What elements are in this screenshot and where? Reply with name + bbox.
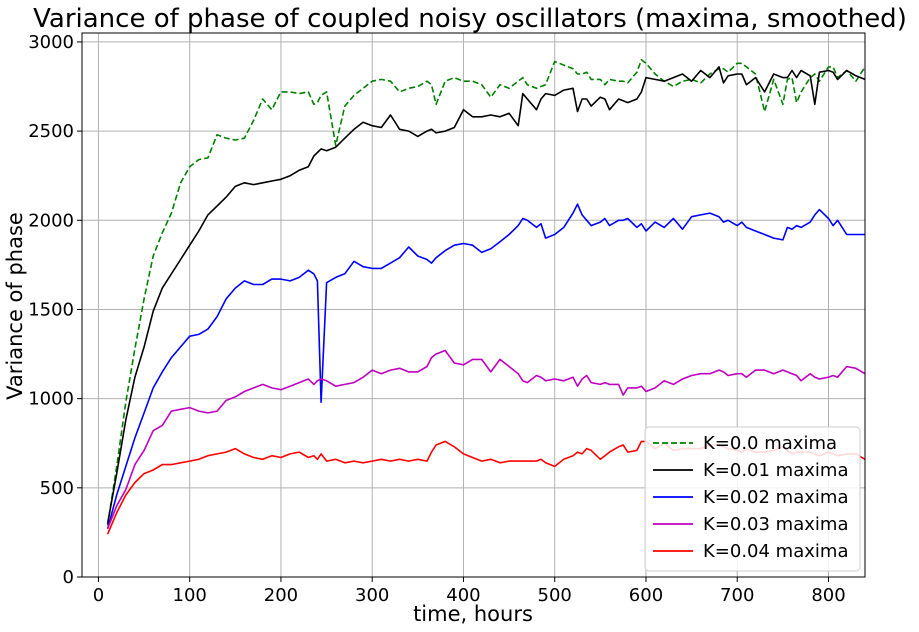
legend-entry: K=0.01 maxima xyxy=(703,460,848,481)
legend-box xyxy=(644,426,861,572)
legend: K=0.0 maxima K=0.01 maxima K=0.02 maxima K=… xyxy=(644,426,861,572)
legend-entry: K=0.02 maxima xyxy=(703,487,848,508)
y-tick-label: 0 xyxy=(63,567,74,588)
y-tick-label: 1500 xyxy=(28,299,74,320)
series-line xyxy=(106,203,865,530)
x-axis: 0 100 200 300 400 500 600 700 800 xyxy=(93,577,846,606)
x-tick-label: 0 xyxy=(93,585,104,606)
legend-entry: K=0.0 maxima xyxy=(703,433,837,454)
x-tick-label: 400 xyxy=(446,585,480,606)
x-tick-label: 200 xyxy=(264,585,298,606)
y-axis-label: Variance of phase xyxy=(3,212,27,400)
x-axis-label: time, hours xyxy=(413,602,533,626)
x-tick-label: 700 xyxy=(720,585,754,606)
x-tick-label: 300 xyxy=(355,585,389,606)
chart-title: Variance of phase of coupled noisy oscil… xyxy=(33,4,907,34)
plot-frame xyxy=(81,32,866,578)
x-tick-label: 800 xyxy=(811,585,845,606)
legend-entry: K=0.03 maxima xyxy=(703,514,848,535)
y-tick-label: 3000 xyxy=(28,32,74,53)
series-line xyxy=(106,349,866,530)
y-tick-label: 1000 xyxy=(28,389,74,410)
y-tick-label: 2500 xyxy=(28,121,74,142)
x-tick-label: 100 xyxy=(173,585,207,606)
y-tick-label: 2000 xyxy=(28,210,74,231)
x-tick-label: 600 xyxy=(629,585,663,606)
legend-entry: K=0.04 maxima xyxy=(703,541,848,562)
y-axis: 0 500 1000 1500 2000 2500 3000 xyxy=(28,32,82,588)
y-tick-label: 500 xyxy=(40,478,74,499)
series-line xyxy=(106,66,866,524)
x-tick-label: 500 xyxy=(538,585,572,606)
